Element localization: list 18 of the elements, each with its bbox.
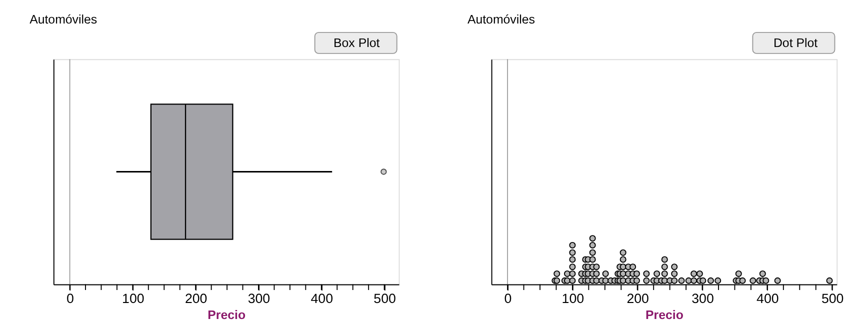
x-tick-label: 300 xyxy=(692,290,714,306)
text: Box Plot xyxy=(334,36,380,50)
x-tick-label: 300 xyxy=(248,290,270,306)
chart-title: Automóviles xyxy=(30,12,98,26)
x-tick-label: 200 xyxy=(626,290,649,306)
x-tick-label: 0 xyxy=(66,290,74,306)
x-tick-label: 500 xyxy=(374,290,396,306)
text: Dot Plot xyxy=(773,36,818,50)
x-tick-label: 400 xyxy=(756,290,779,306)
x-tick-label: 500 xyxy=(821,290,844,306)
x-tick-label: 100 xyxy=(562,290,584,306)
x-axis-title: Precio xyxy=(646,308,684,322)
chart-title: Automóviles xyxy=(467,12,535,26)
x-tick-label: 400 xyxy=(310,290,334,306)
x-tick-label: 100 xyxy=(122,290,144,306)
x-tick-label: 0 xyxy=(504,290,512,306)
x-axis-title: Precio xyxy=(208,308,246,322)
x-tick-label: 200 xyxy=(184,290,208,306)
